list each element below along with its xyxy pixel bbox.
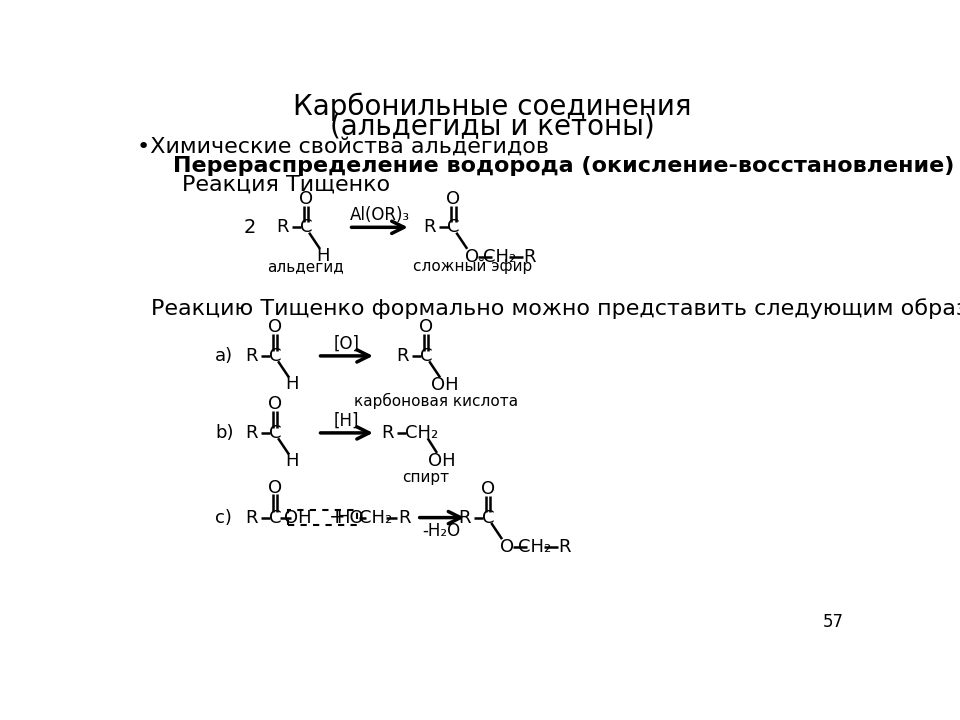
Text: C: C — [420, 347, 432, 365]
Text: O: O — [446, 190, 460, 208]
Text: Реакцию Тищенко формально можно представить следующим образом:: Реакцию Тищенко формально можно представ… — [151, 298, 960, 318]
Text: сложный эфир: сложный эфир — [413, 259, 532, 274]
Text: Карбонильные соединения: Карбонильные соединения — [293, 93, 691, 122]
Text: H: H — [285, 375, 299, 393]
Text: R: R — [246, 347, 258, 365]
Text: OH: OH — [284, 508, 312, 526]
Text: O: O — [465, 248, 479, 266]
Text: Al(OR)₃: Al(OR)₃ — [349, 206, 410, 224]
Text: +: + — [328, 508, 346, 527]
Text: R: R — [423, 218, 436, 236]
Text: R: R — [246, 424, 258, 442]
Text: C: C — [300, 218, 312, 236]
Text: a): a) — [215, 347, 233, 365]
Text: C: C — [447, 218, 460, 236]
Text: C: C — [269, 424, 281, 442]
Text: Реакция Тищенко: Реакция Тищенко — [182, 175, 390, 195]
Text: R: R — [398, 508, 411, 526]
Text: R: R — [459, 508, 471, 526]
Text: R: R — [396, 347, 409, 365]
Text: •Химические свойства альдегидов: •Химические свойства альдегидов — [137, 137, 549, 156]
Text: CH₂: CH₂ — [405, 424, 438, 442]
Text: [O]: [O] — [333, 335, 359, 353]
Text: O: O — [268, 318, 282, 336]
Text: OH: OH — [431, 376, 459, 394]
Text: CH₂: CH₂ — [518, 538, 551, 556]
Text: H: H — [316, 247, 330, 265]
Text: O: O — [499, 538, 514, 556]
Text: спирт: спирт — [402, 470, 449, 485]
Text: O: O — [268, 479, 282, 497]
Text: c): c) — [215, 508, 232, 526]
Text: -H₂O: -H₂O — [422, 522, 461, 540]
Text: b): b) — [215, 424, 234, 442]
Text: 2: 2 — [244, 218, 256, 237]
Text: альдегид: альдегид — [268, 259, 345, 274]
Text: O: O — [299, 190, 313, 208]
Text: C: C — [269, 347, 281, 365]
Text: R: R — [381, 424, 394, 442]
Text: OH: OH — [428, 451, 455, 469]
Text: HO: HO — [336, 508, 364, 526]
Text: O: O — [481, 480, 495, 498]
Text: [H]: [H] — [333, 412, 359, 430]
Bar — [288, 510, 357, 526]
Text: (альдегиды и кетоны): (альдегиды и кетоны) — [329, 112, 655, 140]
Text: 57: 57 — [823, 613, 844, 631]
Text: O: O — [420, 318, 433, 336]
Text: CH₂: CH₂ — [359, 508, 393, 526]
Text: C: C — [269, 508, 281, 526]
Text: C: C — [482, 508, 494, 526]
Text: H: H — [285, 452, 299, 470]
Text: O: O — [268, 395, 282, 413]
Text: CH₂: CH₂ — [483, 248, 516, 266]
Text: R: R — [276, 218, 289, 236]
Text: карбоновая кислота: карбоновая кислота — [354, 392, 518, 409]
Text: Перераспределение водорода (окисление-восстановление): Перераспределение водорода (окисление-во… — [173, 156, 954, 176]
Text: R: R — [558, 538, 570, 556]
Text: R: R — [523, 248, 536, 266]
Text: R: R — [246, 508, 258, 526]
